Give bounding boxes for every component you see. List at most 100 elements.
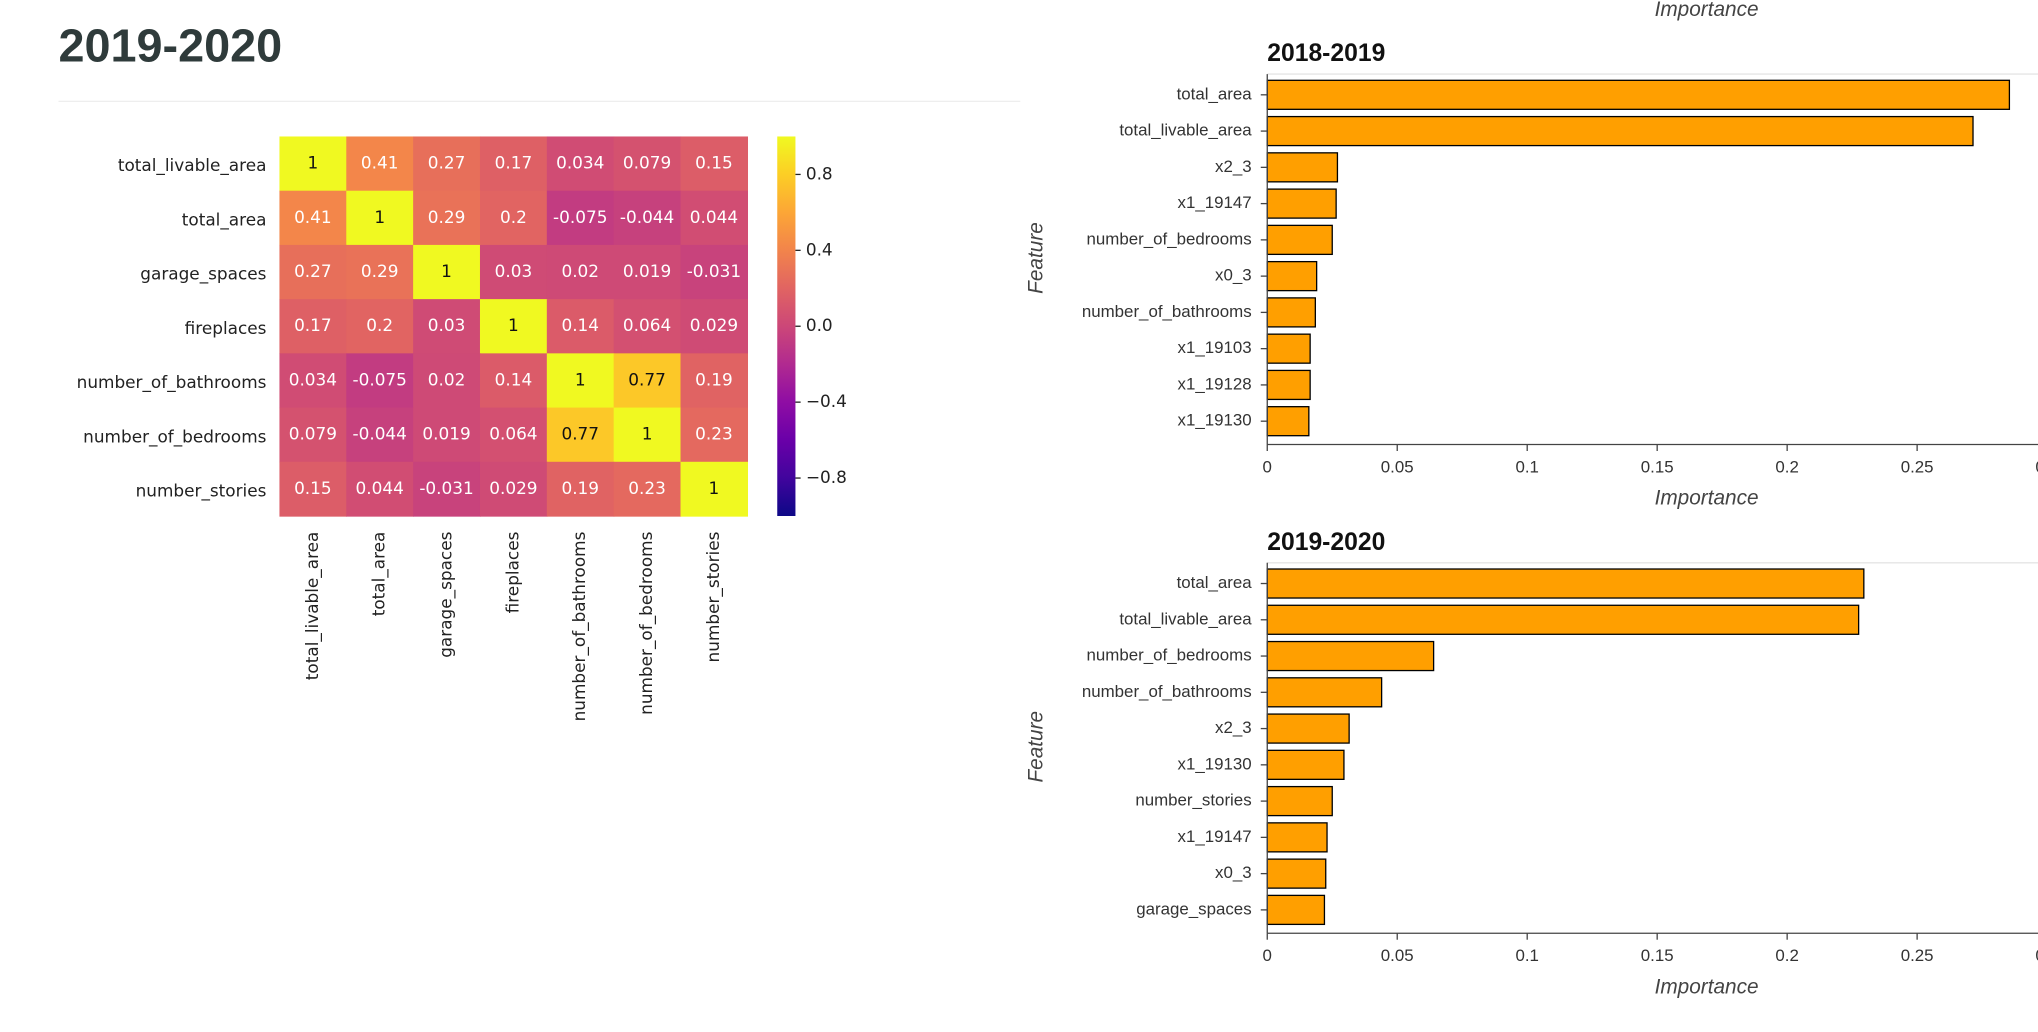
x-tick-label: number_of_bedrooms [636,532,657,715]
cell-annotation: 1 [642,424,653,444]
x-tick-label: number_of_bathrooms [569,532,590,722]
x-tick-label: 0.3 [2035,457,2038,476]
heatmap-cell [546,136,615,192]
x-tick-label: total_livable_area [302,532,323,681]
y-tick-label: number_stories [1135,791,1251,810]
y-tick-label: total_livable_area [1119,609,1252,628]
bar [1266,115,1974,147]
page-title: 2019-2020 [58,20,282,72]
heatmap-cell [680,190,749,246]
y-tick-label: garage_spaces [140,264,266,285]
heatmap-cell [479,353,548,409]
cell-annotation: 0.034 [289,369,337,389]
chart-title: 2018-2019 [1267,40,1385,67]
cell-annotation: 1 [575,369,586,389]
y-tick-label: x0_3 [1215,863,1252,882]
bar [1266,297,1316,328]
x-tick-label: 0.2 [1775,946,1798,965]
x-tick-label: 0.25 [1901,457,1934,476]
bar [1266,369,1311,401]
colorbar-tick-label: 0.8 [806,163,833,183]
x-axis-title: Importance [1655,975,1759,998]
y-tick-label: x1_19147 [1178,193,1252,212]
y-tick-label: number_of_bedrooms [1087,646,1252,665]
y-tick-label: x1_19130 [1178,411,1252,430]
x-tick-label: fireplaces [502,532,522,614]
cell-annotation: 0.034 [556,153,604,173]
y-tick-label: x1_19103 [1178,338,1252,357]
x-tick-label: 0.05 [1381,946,1414,965]
cell-annotation: 0.14 [495,369,533,389]
y-tick-label: number_of_bathrooms [1082,302,1252,321]
heatmap-cell [279,190,347,246]
x-tick-label: 0.3 [2035,946,2038,965]
heatmap-cell [346,353,414,409]
bar [1266,785,1333,817]
chart-title: 2019-2020 [1267,529,1385,556]
heatmap-cell [546,407,615,463]
cell-annotation: 0.19 [561,478,599,498]
cell-annotation: 0.2 [500,207,527,227]
heatmap-cell [546,190,615,246]
cell-annotation: 0.27 [428,153,466,173]
x-tick-label: 0.2 [1775,457,1798,476]
cell-annotation: 0.03 [428,315,466,335]
y-tick-label: x1_19128 [1178,374,1252,393]
cell-annotation: 0.079 [623,153,671,173]
heatmap-cell [613,353,682,409]
cell-annotation: 0.23 [628,478,666,498]
x-tick-label: 0.15 [1641,946,1674,965]
colorbar-tick-label: 0.0 [806,315,833,335]
cell-annotation: 1 [374,207,385,227]
cell-annotation: -0.044 [620,207,674,227]
cell-annotation: 0.044 [690,207,738,227]
x-tick-label: 0.25 [1901,946,1934,965]
y-tick-label: total_area [182,209,267,230]
heatmap-cell [680,353,749,409]
y-tick-label: total_area [1177,573,1253,592]
y-tick-label: number_of_bedrooms [1087,229,1252,248]
y-tick-label: x0_3 [1215,266,1252,285]
heatmap-cell [413,136,481,192]
bar [1266,260,1318,292]
heatmap-cell [413,407,481,463]
cell-annotation: 0.064 [623,315,671,335]
cell-annotation: 0.064 [489,424,537,444]
cell-annotation: 0.019 [422,424,470,444]
cropped-axis-title: Importance [1655,0,1759,21]
y-axis-title: Feature [1025,711,1048,783]
cell-annotation: 0.14 [561,315,599,335]
y-tick-label: total_livable_area [1119,121,1252,140]
y-tick-label: number_of_bedrooms [83,426,266,447]
y-tick-label: total_livable_area [118,155,267,176]
bar [1266,152,1339,183]
cell-annotation: 0.15 [695,153,733,173]
bar [1266,894,1326,926]
heatmap-cell [680,461,749,517]
heatmap-cell [346,299,414,354]
heatmap-cell [346,407,414,463]
cell-annotation: 0.02 [561,261,599,281]
cell-annotation: 1 [441,261,452,281]
y-tick-label: total_area [1177,84,1253,103]
x-tick-label: garage_spaces [436,532,457,658]
heatmap-cell [279,299,347,354]
y-tick-label: number_stories [136,480,267,501]
heatmap-cell [346,461,414,517]
cell-annotation: 0.27 [294,261,332,281]
colorbar-tick-label: 0.4 [806,239,833,259]
cell-annotation: 0.29 [361,261,399,281]
cell-annotation: 0.019 [623,261,671,281]
heatmap-cell [279,461,347,517]
cell-annotation: 0.02 [428,369,466,389]
bar [1266,79,2011,110]
x-tick-label: number_stories [703,532,724,663]
heatmap-cell [346,136,414,192]
x-tick-label: 0 [1263,946,1272,965]
colorbar-tick-label: −0.4 [806,391,847,411]
heatmap-cell [613,244,682,300]
heatmap-cell [346,190,414,246]
x-tick-label: 0.1 [1515,946,1538,965]
cell-annotation: -0.044 [353,424,407,444]
